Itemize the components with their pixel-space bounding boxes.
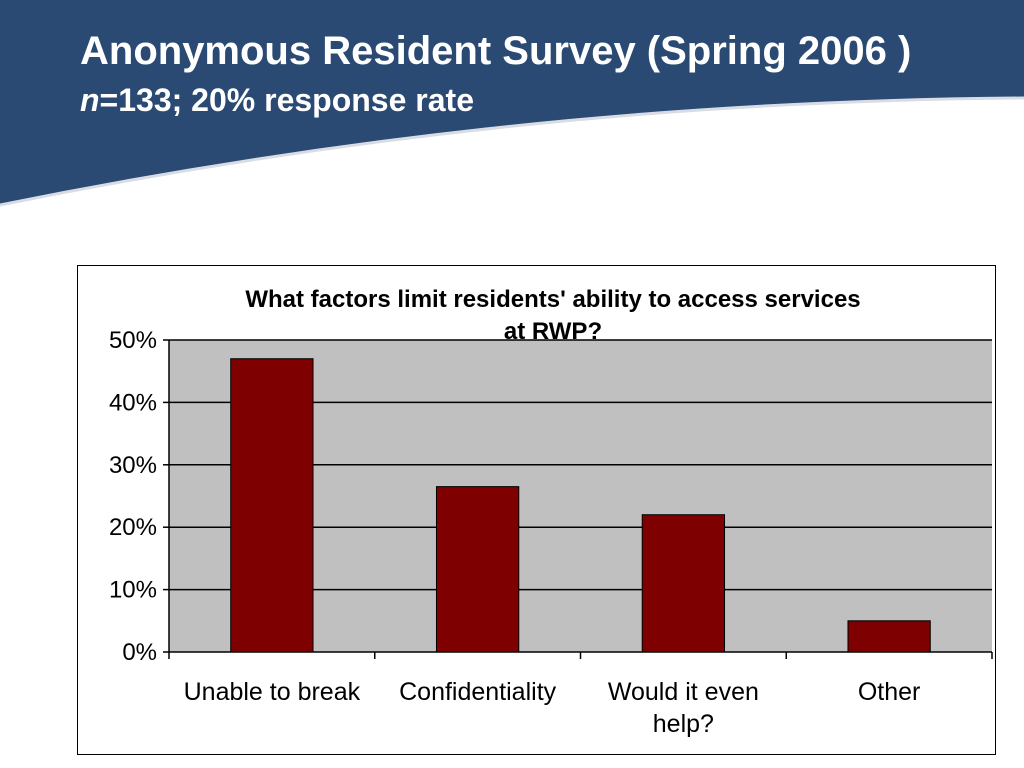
subtitle-n: n bbox=[80, 82, 100, 118]
category-label: Would it even bbox=[608, 678, 759, 706]
category-label: Other bbox=[858, 678, 921, 706]
bar bbox=[230, 358, 314, 653]
bar bbox=[641, 514, 726, 653]
y-tick-label: 0% bbox=[122, 639, 157, 666]
y-tick-label: 40% bbox=[109, 389, 157, 416]
y-tick-label: 20% bbox=[109, 514, 157, 541]
slide-title: Anonymous Resident Survey (Spring 2006 ) bbox=[80, 29, 912, 73]
chart-title: What factors limit residents' ability to… bbox=[245, 286, 860, 313]
category-label: Unable to break bbox=[184, 678, 361, 706]
category-label: help? bbox=[653, 710, 714, 738]
chart-title: at RWP? bbox=[504, 318, 602, 345]
category-label: Confidentiality bbox=[399, 678, 557, 706]
bar-chart: 0% 10% 20% 30% 40% 50% Unable to break Confiden… bbox=[109, 286, 993, 738]
slide-subtitle: n=133; 20% response rate bbox=[80, 80, 474, 120]
subtitle-rest: =133; 20% response rate bbox=[99, 82, 474, 118]
y-tick-label: 50% bbox=[109, 327, 157, 354]
bar bbox=[847, 620, 931, 653]
header-banner bbox=[0, 0, 1024, 207]
y-tick-label: 10% bbox=[109, 577, 157, 604]
chart-frame: 0% 10% 20% 30% 40% 50% Unable to break Confiden… bbox=[77, 265, 996, 755]
y-tick-label: 30% bbox=[109, 452, 157, 479]
bar bbox=[435, 486, 520, 653]
